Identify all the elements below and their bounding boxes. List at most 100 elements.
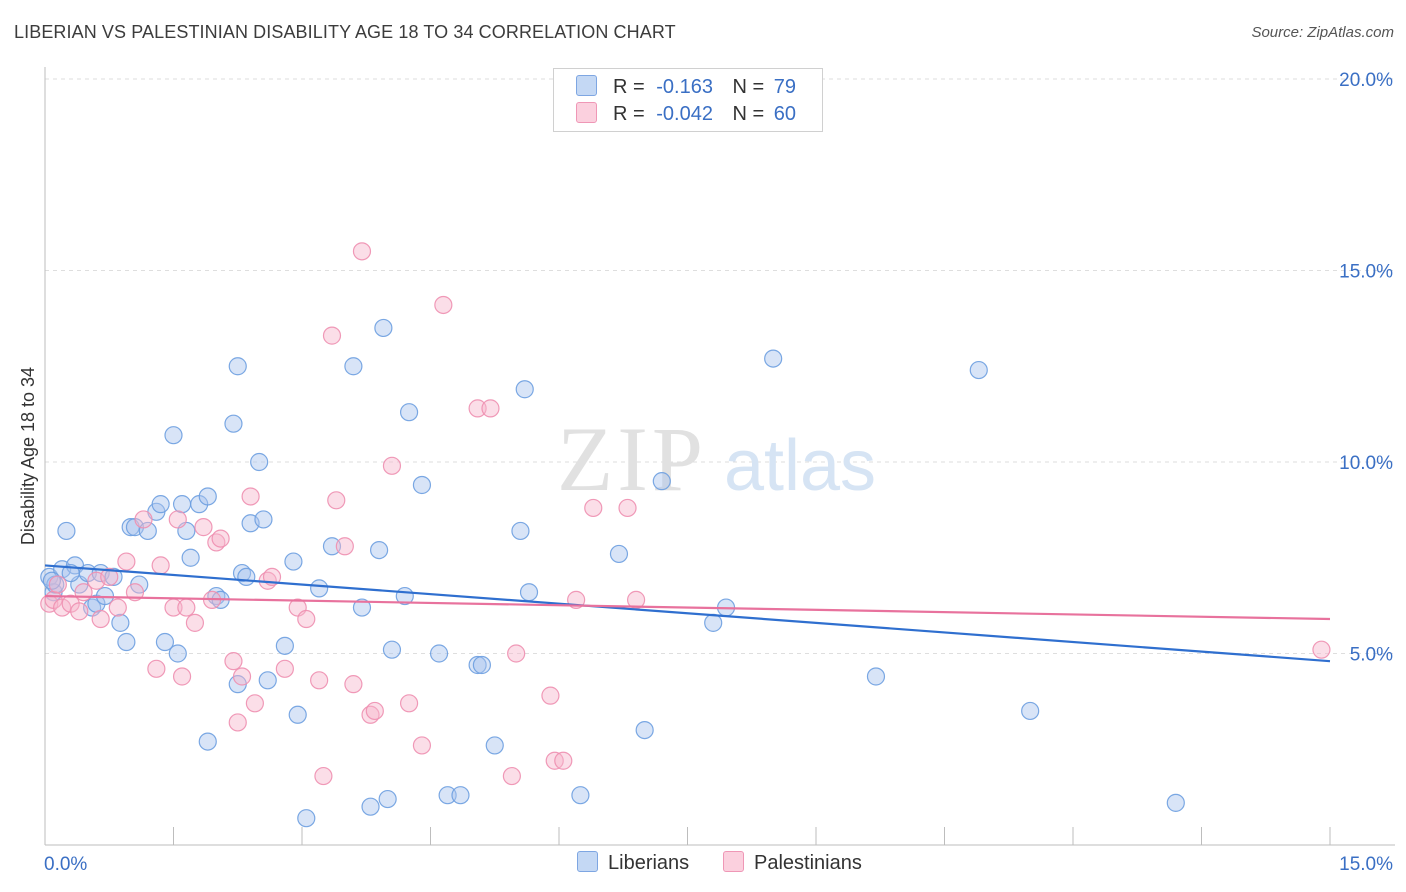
y-tick-label: 10.0% <box>1339 453 1393 474</box>
liberians-point <box>57 521 76 541</box>
palestinians-point <box>335 537 354 556</box>
liberians-point <box>652 472 671 491</box>
palestinians-point <box>53 598 72 617</box>
watermark: ZIP atlas <box>557 408 876 510</box>
liberians-point <box>155 632 175 652</box>
palestinians-point <box>232 667 252 686</box>
palestinians-point <box>177 598 196 617</box>
palestinians-point <box>241 487 260 506</box>
chart-title: LIBERIAN VS PALESTINIAN DISABILITY AGE 1… <box>14 22 676 42</box>
n-value: 60 <box>773 103 797 125</box>
palestinians-point <box>327 491 346 510</box>
palestinians-point <box>541 686 560 705</box>
correlation-legend: R = -0.163 N = 79 R = -0.042 N = 60 <box>553 68 823 132</box>
palestinians-point <box>211 529 230 548</box>
x-tick-label: 0.0% <box>44 854 87 875</box>
palestinians-point <box>70 602 89 621</box>
palestinians-point <box>91 609 110 629</box>
palestinians-point <box>48 575 67 594</box>
palestinians-point <box>108 598 127 617</box>
palestinians-swatch <box>576 102 597 123</box>
palestinians-point <box>185 613 205 632</box>
liberians-point <box>382 640 402 659</box>
liberians-point <box>172 495 192 514</box>
liberians-point <box>764 349 783 368</box>
n-label: N = <box>732 76 765 98</box>
palestinians-point <box>245 694 264 713</box>
palestinians-point <box>434 295 453 315</box>
liberians-point <box>969 360 988 380</box>
liberians-point <box>250 452 269 472</box>
palestinians-point <box>134 510 153 529</box>
x-tick-label: 15.0% <box>1339 854 1393 875</box>
r-label: R = <box>613 103 645 125</box>
palestinians-point <box>275 659 294 678</box>
palestinians-point <box>117 552 136 571</box>
liberians-point <box>164 426 183 445</box>
liberians-point <box>519 583 539 602</box>
liberians-point <box>284 552 303 571</box>
palestinians-point <box>224 652 243 671</box>
liberians-point <box>322 537 342 556</box>
liberians-point <box>258 671 277 690</box>
liberians-point <box>151 495 170 514</box>
liberians-swatch <box>577 851 598 872</box>
liberians-point <box>198 732 217 751</box>
liberians-point <box>438 786 457 805</box>
palestinians-point <box>502 766 521 786</box>
palestinians-point <box>322 326 342 345</box>
palestinians-point <box>412 736 432 755</box>
liberians-point <box>181 548 200 567</box>
source-label: Source: ZipAtlas.com <box>1251 24 1394 41</box>
palestinians-points <box>40 242 1331 786</box>
liberians-point <box>310 579 329 598</box>
palestinians-point <box>352 242 372 261</box>
legend-row-palestinians: R = -0.042 N = 60 <box>576 102 796 128</box>
r-value: -0.042 <box>656 103 713 125</box>
liberians-point <box>117 632 136 652</box>
liberians-point <box>472 655 491 675</box>
liberians-point <box>374 318 393 338</box>
liberians-point <box>468 655 487 675</box>
palestinians-point <box>228 713 247 732</box>
liberians-point <box>370 540 389 560</box>
liberians-point <box>288 705 307 724</box>
r-label: R = <box>613 76 645 98</box>
liberians-point <box>275 636 294 655</box>
liberians-point <box>515 380 534 399</box>
palestinians-point <box>468 399 487 418</box>
liberians-point <box>635 720 654 740</box>
liberians-point <box>866 667 886 686</box>
palestinians-point <box>365 701 384 721</box>
liberians-point <box>224 414 243 433</box>
liberians-point <box>61 563 80 583</box>
palestinians-swatch <box>723 851 744 872</box>
palestinians-point <box>554 751 573 770</box>
liberians-point <box>254 510 273 529</box>
watermark-zip: ZIP <box>557 408 707 510</box>
y-tick-label: 20.0% <box>1339 70 1393 91</box>
legend-label: Liberians <box>608 852 690 874</box>
liberians-point <box>138 521 157 541</box>
palestinians-trend-line <box>44 594 1331 621</box>
palestinians-point <box>314 766 333 786</box>
palestinians-point <box>100 567 119 587</box>
y-tick-label: 15.0% <box>1339 262 1393 283</box>
liberians-point <box>1166 793 1185 812</box>
axes <box>44 67 1395 846</box>
liberians-point <box>168 644 187 663</box>
y-axis-title: Disability Age 18 to 34 <box>18 367 38 545</box>
legend-row-liberians: R = -0.163 N = 79 <box>576 75 796 101</box>
legend-item-palestinians: Palestinians <box>723 851 862 875</box>
liberians-point <box>485 736 504 755</box>
n-label: N = <box>732 103 765 125</box>
liberians-point <box>378 789 397 809</box>
liberians-point <box>412 475 432 495</box>
liberians-point <box>451 786 470 805</box>
palestinians-point <box>297 609 316 629</box>
liberians-point <box>1021 701 1040 721</box>
palestinians-point <box>481 399 500 418</box>
palestinians-point <box>310 671 329 690</box>
legend-item-liberians: Liberians <box>577 851 689 875</box>
liberians-point <box>104 567 123 587</box>
